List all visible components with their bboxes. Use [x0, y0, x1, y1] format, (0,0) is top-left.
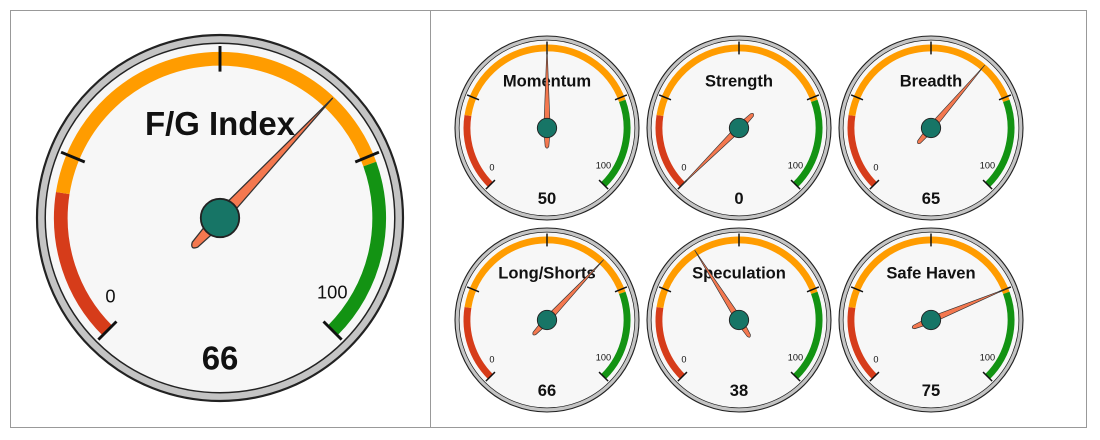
- tick-label: 100: [788, 161, 803, 171]
- gauge-band: [601, 291, 631, 380]
- gauge-value: 75: [922, 381, 940, 400]
- gauge-band: [655, 306, 685, 380]
- minor-tick: [466, 286, 480, 293]
- tick-mark: [598, 371, 609, 382]
- tick-label: 100: [980, 353, 995, 363]
- gauge-band: [848, 44, 1010, 117]
- gauge-band: [463, 114, 493, 188]
- tick-mark: [869, 371, 880, 382]
- tick-label: 0: [489, 354, 494, 364]
- gauge-band: [656, 44, 818, 117]
- minor-tick: [614, 286, 628, 293]
- tick-mark: [322, 320, 343, 341]
- tick-mark: [598, 179, 609, 190]
- minor-tick: [658, 286, 672, 293]
- tick-label: 0: [681, 162, 686, 172]
- minor-tick: [806, 94, 820, 101]
- tick-label: 100: [596, 353, 611, 363]
- needle-hub: [199, 197, 241, 239]
- gauge: 0 100 F/G Index 66: [35, 33, 405, 403]
- tick-label: 100: [788, 353, 803, 363]
- gauge-band: [464, 44, 626, 117]
- tick-mark: [982, 179, 993, 190]
- tick-label: 0: [873, 162, 878, 172]
- gauge: 0 100 Strength 0: [646, 35, 832, 221]
- gauge-title: Safe Haven: [886, 263, 975, 282]
- gauge-value: 50: [538, 189, 556, 208]
- minor-tick: [354, 150, 380, 164]
- needle-hub: [920, 309, 942, 331]
- gauge-value: 66: [538, 381, 556, 400]
- gauge-title: Long/Shorts: [498, 263, 595, 282]
- gauge-value: 38: [730, 381, 748, 400]
- gauge-band: [985, 99, 1015, 188]
- needle-hub: [728, 309, 750, 331]
- tick-mark: [485, 371, 496, 382]
- tick-label: 0: [105, 285, 115, 306]
- tick-label: 100: [596, 161, 611, 171]
- gauge-title: Breadth: [900, 71, 963, 90]
- gauge-band: [847, 306, 877, 380]
- minor-tick: [60, 150, 86, 164]
- gauge-value: 66: [202, 339, 239, 376]
- needle-hub: [728, 117, 750, 139]
- tick-label: 0: [489, 162, 494, 172]
- gauge-band: [655, 114, 685, 188]
- gauge: 0 100 Safe Haven 75: [838, 227, 1024, 413]
- gauge-band: [656, 236, 818, 309]
- minor-tick: [614, 94, 628, 101]
- gauge: 0 100 Long/Shorts 66: [454, 227, 640, 413]
- minor-tick: [466, 94, 480, 101]
- gauge-band: [54, 192, 113, 336]
- tick-label: 100: [317, 282, 348, 303]
- gauge-title: Speculation: [692, 263, 786, 282]
- gauge-title: F/G Index: [145, 105, 296, 142]
- needle-hub: [536, 117, 558, 139]
- needle-hub: [920, 117, 942, 139]
- needle-hub: [536, 309, 558, 331]
- minor-tick: [658, 94, 672, 101]
- tick-label: 0: [681, 354, 686, 364]
- gauge-band: [464, 236, 626, 309]
- tick-mark: [869, 179, 880, 190]
- gauge-value: 65: [922, 189, 940, 208]
- gauge-band: [327, 161, 386, 336]
- gauge-band: [847, 114, 877, 188]
- gauge-band: [463, 306, 493, 380]
- gauge-value: 0: [734, 189, 743, 208]
- tick-mark: [790, 179, 801, 190]
- tick-mark: [790, 371, 801, 382]
- gauge-title: Strength: [705, 71, 773, 90]
- tick-mark: [677, 371, 688, 382]
- gauge-band: [793, 99, 823, 188]
- gauge: 0 100 Speculation 38: [646, 227, 832, 413]
- gauge-band: [55, 51, 377, 195]
- tick-label: 0: [873, 354, 878, 364]
- tick-mark: [97, 320, 118, 341]
- gauge-band: [848, 236, 1010, 309]
- gauge: 0 100 Breadth 65: [838, 35, 1024, 221]
- tick-mark: [485, 179, 496, 190]
- gauge-band: [601, 99, 631, 188]
- minor-tick: [850, 286, 864, 293]
- gauge: 0100Momentum50: [454, 35, 640, 221]
- gauge-band: [793, 291, 823, 380]
- minor-tick: [850, 94, 864, 101]
- minor-tick: [998, 94, 1012, 101]
- tick-mark: [982, 371, 993, 382]
- minor-tick: [806, 286, 820, 293]
- tick-label: 100: [980, 161, 995, 171]
- gauge-band: [985, 291, 1015, 380]
